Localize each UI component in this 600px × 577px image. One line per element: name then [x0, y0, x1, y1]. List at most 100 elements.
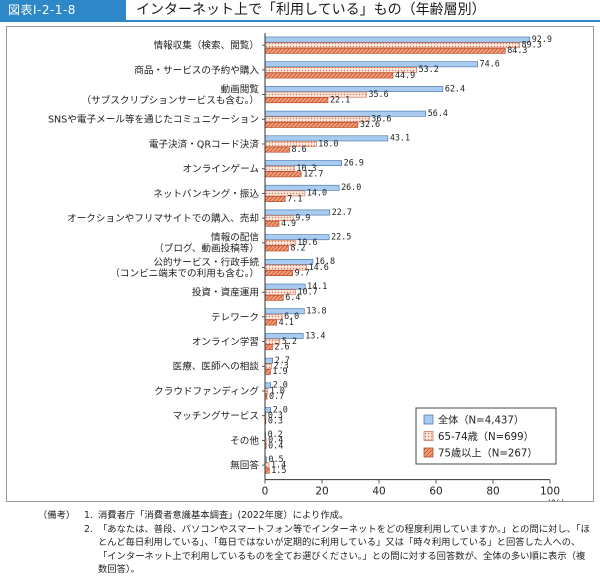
value-labels-layer: 92.989.384.3 74.6 53.2 44.9 62.4 35.6 22.1 56.4… — [268, 34, 552, 475]
bar — [264, 110, 427, 117]
category-label: マッチングサービス — [173, 410, 259, 422]
data-label: 2.7 — [275, 355, 290, 365]
category-label: 投資・資産運用 — [192, 287, 259, 299]
data-label: 13.4 — [305, 330, 325, 340]
legend-label: 全体（N=4,437） — [438, 414, 524, 427]
data-label: 32.6 — [360, 119, 380, 129]
chart-panel: 92.9 89.3 84.3 74.6 53.2 44.9 62.4 35.6 22.1 56.4… — [6, 26, 594, 502]
data-label: 4.9 — [281, 218, 296, 228]
data-label: 14.1 — [307, 281, 327, 291]
x-tick-label: 80 — [486, 486, 499, 498]
figure-header: 図表Ⅰ-2-1-8 インターネット上で「利用している」もの（年齢層別） — [0, 0, 600, 22]
data-label: 92.9 — [532, 34, 552, 44]
data-label: 5.2 — [282, 336, 297, 346]
category-label: SNSや電子メール等を通じたコミュニケーション — [48, 114, 259, 126]
category-label: 公的サービス・行政手続（コンビニ端末での利用も含む。） — [110, 256, 259, 279]
bar — [264, 47, 506, 54]
category-label: オークションやフリマサイトでの購入、売却 — [67, 213, 259, 225]
data-label: 74.6 — [480, 59, 500, 69]
figure-label: 図表Ⅰ-2-1-8 — [0, 0, 126, 20]
legend-swatch — [423, 447, 434, 458]
data-label: 16.8 — [315, 256, 335, 266]
data-label: 56.4 — [428, 108, 448, 118]
bar — [264, 220, 280, 227]
data-label: 14.0 — [307, 188, 327, 198]
note-row-1: （備考） 1. 消費者庁「消費者意識基本調査」(2022年度）により作成。 — [38, 509, 594, 523]
data-label: 22.1 — [330, 95, 350, 105]
data-label: 43.1 — [390, 133, 410, 143]
bar — [264, 196, 286, 202]
bar — [264, 86, 444, 92]
bar — [264, 165, 295, 172]
bar — [264, 357, 273, 364]
data-label: 89.3 — [522, 40, 542, 50]
bar — [264, 467, 270, 474]
data-label: 7.1 — [287, 193, 302, 203]
bar — [264, 270, 293, 276]
category-label: オンラインゲーム — [183, 163, 259, 175]
data-label: 2.6 — [274, 342, 289, 352]
data-label: 4.1 — [279, 317, 294, 327]
bar — [264, 363, 272, 370]
data-label: 18.0 — [318, 138, 338, 148]
data-label: 44.9 — [395, 70, 415, 80]
bar — [264, 184, 340, 191]
category-label: テレワーク — [211, 312, 259, 323]
data-label: 36.6 — [371, 114, 391, 124]
data-label: 62.4 — [445, 83, 465, 93]
bar — [264, 97, 329, 104]
category-label: 商品・サービスの予約や購入 — [134, 64, 259, 76]
x-tick-label: 40 — [372, 486, 385, 498]
bar — [264, 259, 314, 265]
data-label: 35.6 — [368, 89, 388, 99]
data-label: 9.7 — [295, 267, 310, 277]
x-tick-label: 100 — [540, 486, 560, 498]
category-label: 無回答 — [230, 460, 259, 472]
legend-label: 75歳以上（N=267） — [438, 448, 538, 460]
data-label: 1.5 — [271, 465, 286, 475]
bar — [264, 146, 290, 153]
data-label: 53.2 — [419, 64, 439, 74]
bar — [264, 319, 277, 326]
data-label: 10.3 — [296, 163, 316, 173]
category-labels-layer: 情報収集（検索、閲覧） 商品・サービスの予約や購入動画閲覧（サブスクリプションサー… — [48, 40, 259, 472]
category-label: オンライン学習 — [192, 336, 259, 348]
bar — [264, 122, 359, 128]
bar — [264, 72, 394, 79]
category-label: その他 — [230, 435, 259, 447]
note-text: 消費者庁「消費者意識基本調査」(2022年度）により作成。 — [98, 510, 349, 521]
data-label: 26.9 — [344, 157, 364, 167]
data-label: 10.6 — [297, 237, 317, 247]
x-unit-label: (%) — [547, 499, 565, 501]
category-label: 医療、医師への相談 — [173, 361, 260, 373]
data-label: 8.2 — [290, 243, 305, 253]
data-label: 22.5 — [331, 232, 351, 242]
bar — [264, 245, 289, 252]
category-label: ネットバンキング・振込 — [153, 188, 259, 200]
data-label: 0.4 — [268, 440, 283, 450]
bar — [264, 344, 273, 351]
legend-swatch — [423, 431, 434, 441]
data-label: 22.7 — [332, 207, 352, 217]
note-text: 「あなたは、普段、パソコンやスマートフォン等でインターネットをどの程度利用してい… — [98, 523, 590, 576]
figure-title: インターネット上で「利用している」もの（年齢層別） — [136, 2, 486, 18]
note-number: 1. — [84, 510, 93, 521]
bar — [264, 368, 271, 375]
data-label: 2.3 — [274, 361, 289, 371]
data-label: 6.0 — [284, 311, 299, 321]
bars-layer — [264, 36, 531, 474]
x-tick-label: 20 — [315, 486, 328, 498]
data-label: 2.0 — [273, 404, 288, 414]
data-label: 8.6 — [292, 144, 307, 154]
bar-chart: 92.989.384.3 74.6 53.2 44.9 62.4 35.6 22.1 56.4… — [48, 33, 565, 501]
data-label: 0.3 — [268, 416, 283, 426]
bar — [264, 36, 531, 43]
x-tick-label: 60 — [429, 486, 442, 498]
data-label: 0.5 — [268, 454, 283, 464]
legend-box — [415, 407, 557, 465]
category-label: 電子決済・QRコード決済 — [149, 138, 260, 150]
legend-swatch — [423, 414, 434, 425]
notes-key: （備考） — [38, 510, 76, 521]
notes: （備考） 1. 消費者庁「消費者意識基本調査」(2022年度）により作成。 2.… — [38, 509, 594, 577]
data-label: 0.3 — [268, 410, 283, 420]
